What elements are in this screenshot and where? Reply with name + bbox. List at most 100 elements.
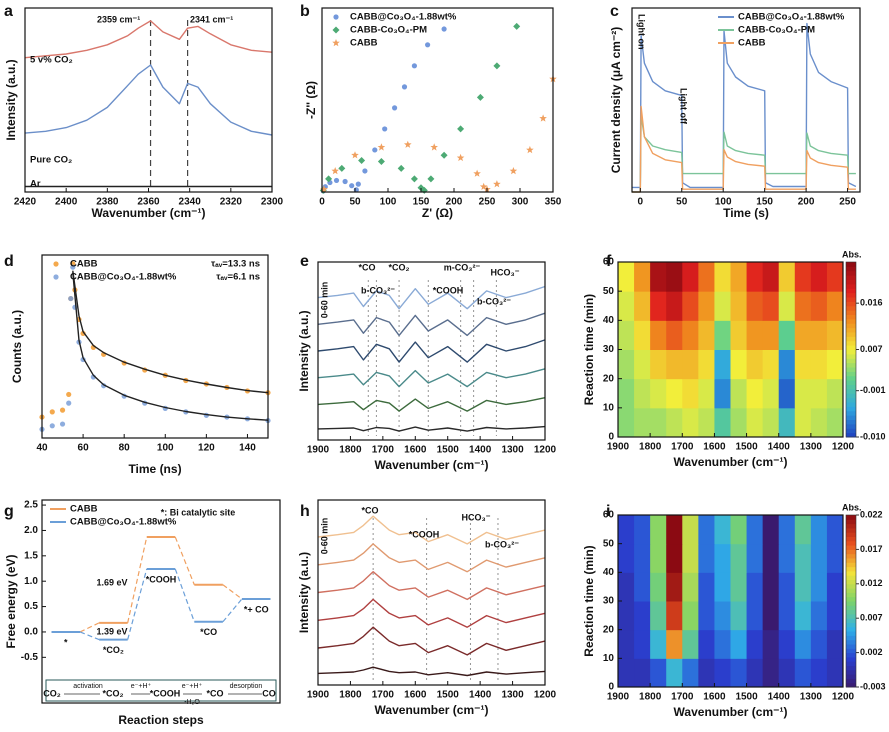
heat-cell [762, 320, 780, 350]
y-axis-label: Reaction time (min) [582, 545, 596, 656]
y-tick-label: 40 [603, 567, 615, 578]
x-tick-label: 1300 [501, 690, 524, 701]
x-axis-label: Time (ns) [128, 462, 181, 476]
colorbar-step [846, 635, 856, 641]
heat-cell [698, 572, 715, 602]
colorbar-step [846, 375, 856, 381]
data-line [632, 114, 856, 193]
heat-cell [698, 658, 715, 688]
plot-frame [317, 499, 546, 686]
colorbar-step [846, 340, 856, 346]
heat-cell [666, 349, 683, 380]
category-label: * [64, 637, 68, 647]
x-tick-label: 1500 [735, 692, 758, 703]
heat-cell [634, 262, 651, 292]
heat-cell [634, 629, 651, 659]
energy-connector [222, 598, 243, 623]
plot-frame [41, 499, 281, 704]
heat-cell [714, 601, 731, 631]
colorbar-step [846, 270, 856, 276]
colorbar-step [846, 310, 856, 315]
colorbar-step [846, 678, 856, 684]
colorbar-step [846, 532, 856, 537]
colorbar-step [846, 562, 856, 568]
legend-label: CABB [350, 38, 378, 49]
x-tick-label: 1500 [437, 445, 460, 456]
heat-cell [650, 291, 667, 321]
data-point [66, 391, 72, 398]
colorbar-step [846, 314, 856, 320]
heat-cell [634, 515, 651, 545]
colorbar-step [846, 353, 856, 359]
colorbar-step [846, 345, 856, 350]
annotation: HCO₃⁻ [491, 267, 520, 277]
x-tick-label: 200 [798, 197, 815, 208]
heat-cell [762, 658, 780, 688]
heat-cell [634, 407, 651, 438]
x-axis-label: Time (s) [723, 206, 769, 220]
heat-cell [778, 320, 796, 350]
heat-cell [730, 629, 748, 659]
heat-cell [778, 378, 796, 409]
panel-letter: f [606, 253, 612, 270]
heat-cell [618, 378, 635, 409]
heat-cell [714, 291, 731, 321]
heat-cell [794, 629, 812, 659]
colorbar-step [846, 540, 856, 546]
heat-cell [634, 658, 651, 688]
data-point [473, 169, 481, 177]
heat-cell [730, 601, 748, 631]
x-tick-label: 1200 [534, 690, 557, 701]
series-label: 5 v% CO₂ [30, 55, 73, 66]
x-tick-label: 1600 [404, 690, 427, 701]
heat-cell [618, 407, 635, 438]
x-tick-label: 1400 [469, 445, 492, 456]
colorbar-step [846, 358, 856, 364]
colorbar-step [846, 388, 856, 394]
heat-cell [714, 543, 731, 573]
data-line [72, 272, 269, 421]
panel-letter: e [300, 253, 309, 270]
y-tick-label: 60 [603, 510, 615, 521]
annotation: b-CO₃²⁻ [361, 285, 395, 295]
colorbar-tick-label: 0.007 [860, 613, 883, 623]
x-tick-label: 140 [239, 443, 256, 454]
data-line [317, 285, 546, 310]
y-tick-label: 50 [603, 286, 615, 297]
data-point [342, 178, 348, 185]
heat-cell [826, 629, 844, 659]
heat-cell [746, 378, 764, 409]
energy-connector [222, 584, 243, 600]
x-tick-label: 250 [479, 197, 496, 208]
x-tick-label: 2300 [261, 197, 284, 208]
annotation: m-CO₃²⁻ [444, 262, 481, 272]
heat-cell [778, 572, 796, 602]
colorbar-step [846, 631, 856, 636]
colorbar-step [846, 292, 856, 298]
category-label: *+ CO [244, 604, 269, 614]
heat-cell [650, 543, 667, 573]
heat-cell [762, 543, 780, 573]
colorbar-step [846, 605, 856, 611]
y-tick-label: 1.5 [24, 550, 38, 561]
data-point [476, 93, 484, 101]
x-tick-label: 1200 [832, 692, 855, 703]
heat-cell [634, 291, 651, 321]
data-point [355, 181, 361, 187]
panel-letter: b [300, 3, 310, 20]
x-tick-label: 100 [157, 443, 174, 454]
colorbar-tick-label: 0.016 [860, 298, 883, 308]
x-tick-label: 1300 [501, 445, 524, 456]
x-tick-label: 60 [78, 443, 90, 454]
x-tick-label: 80 [119, 443, 131, 454]
series-label: Ar [30, 179, 41, 190]
data-line [24, 20, 273, 59]
x-tick-label: 1600 [703, 692, 726, 703]
energy-connector [127, 536, 148, 623]
heat-cell [826, 378, 844, 409]
legend-label: CABB [738, 38, 766, 49]
data-point [457, 125, 465, 133]
x-tick-label: 50 [349, 197, 361, 208]
heat-cell [682, 629, 699, 659]
colorbar-step [846, 618, 856, 623]
